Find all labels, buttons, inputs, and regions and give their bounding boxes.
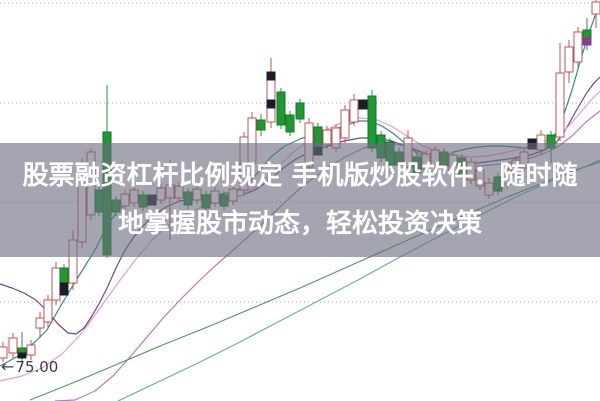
candle-body-red <box>591 1 600 15</box>
candle-body-green <box>295 102 305 120</box>
candle-body-black <box>266 71 276 81</box>
candle-body-red <box>349 99 359 123</box>
headline-line-2: 地掌握股市动态，轻松投资决策 <box>117 209 482 239</box>
candle-body-red <box>573 31 583 63</box>
candle-body-black <box>59 282 69 296</box>
candle-body-green <box>17 347 27 354</box>
candle-body-green <box>276 91 286 126</box>
candle-body-black <box>358 99 368 110</box>
headline-overlay-band <box>0 143 600 257</box>
candle-body-red <box>555 72 565 138</box>
headline-overlay: 股票融资杠杆比例规定 手机版炒股软件：随时随 地掌握股市动态，轻松投资决策 <box>0 143 600 257</box>
candle-body-green <box>367 95 377 149</box>
headline-line-1: 股票融资杠杆比例规定 手机版炒股软件：随时随 <box>22 161 578 191</box>
candle-body-red <box>26 344 36 356</box>
candle-body-red <box>35 317 45 329</box>
candle-body-red <box>0 346 8 359</box>
candle-body-red <box>51 267 61 301</box>
candle-body-red <box>564 46 574 73</box>
candle-body-green <box>256 119 266 131</box>
candle-body-green <box>285 114 295 133</box>
price-marker: ← 75.00 <box>1 357 58 376</box>
candle-body-red <box>340 109 350 139</box>
candle-body-red <box>8 337 18 354</box>
candle-body-green <box>59 267 69 284</box>
candle-body-red <box>43 299 53 323</box>
price-value: 75.00 <box>15 357 59 376</box>
candle-body-black <box>17 352 27 359</box>
candle-body-purple <box>582 37 592 46</box>
candle-body-black <box>266 99 276 109</box>
left-arrow-icon: ← <box>1 357 15 376</box>
